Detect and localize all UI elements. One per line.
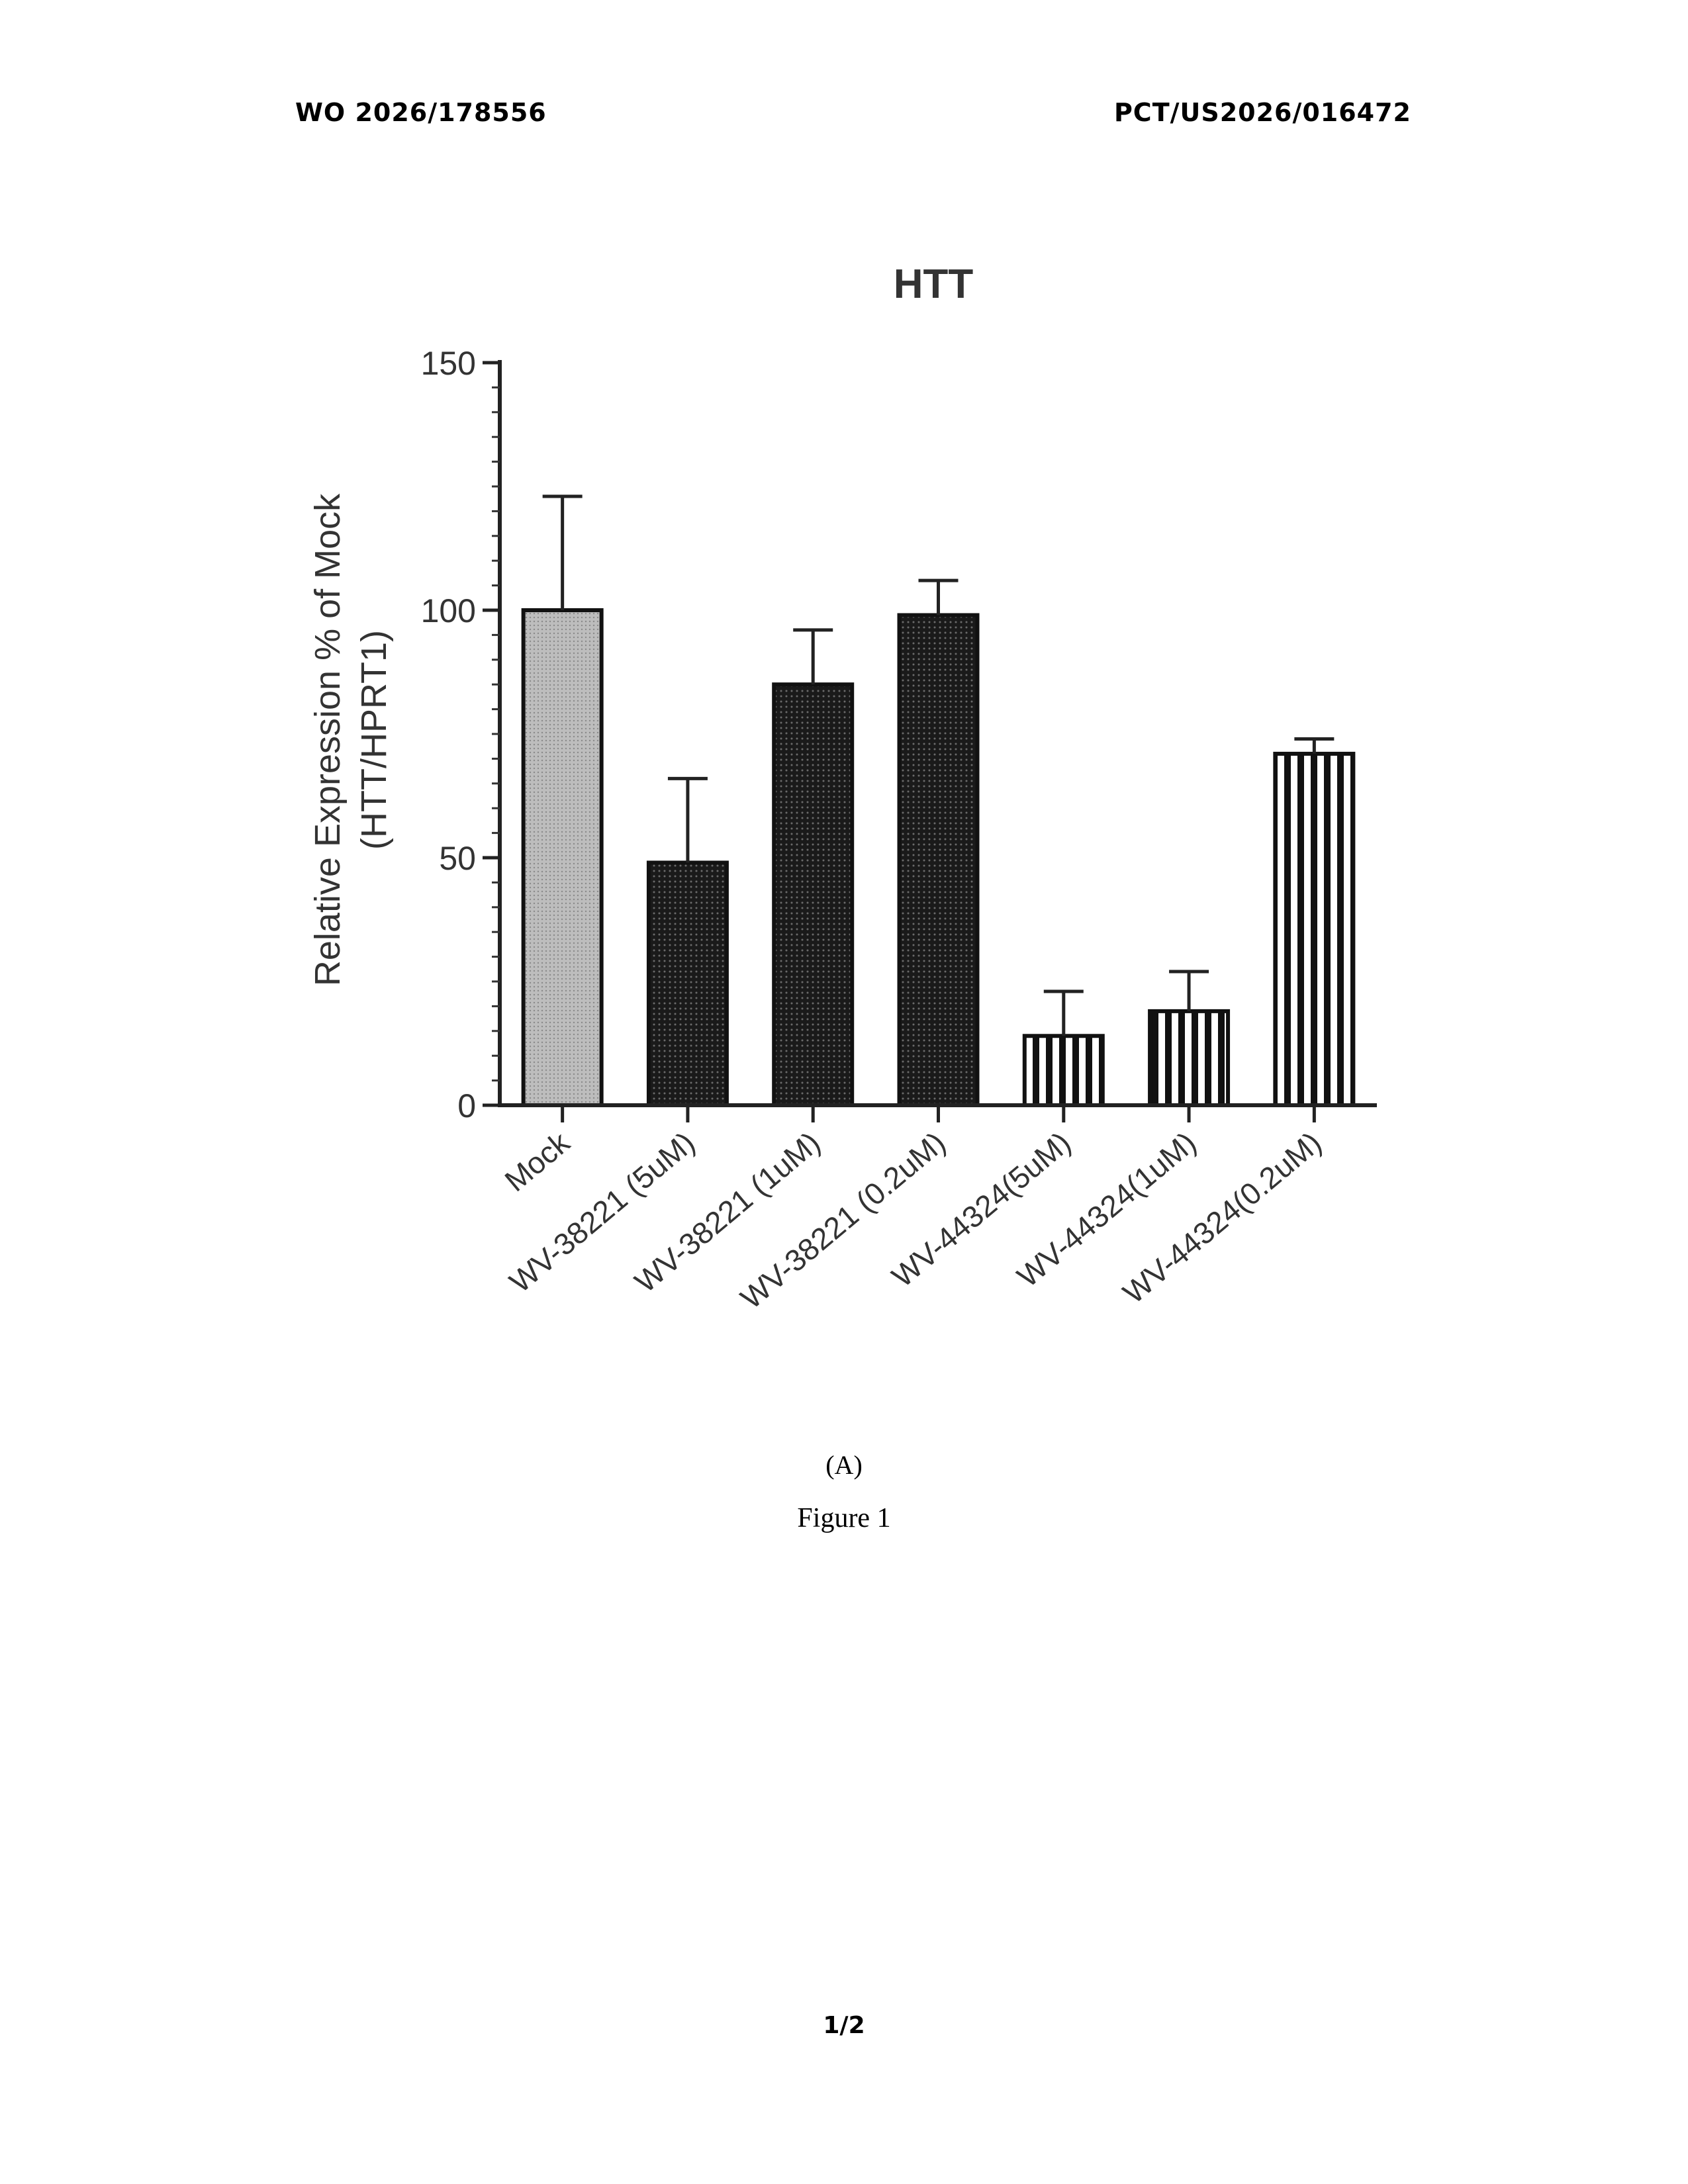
y-axis-title-line2: (HTT/HPRT1) bbox=[354, 630, 394, 850]
y-axis: 0 50 100 150 bbox=[421, 345, 500, 1124]
x-axis bbox=[498, 1105, 1377, 1122]
x-tick-label: Mock bbox=[498, 1124, 576, 1198]
bars bbox=[524, 610, 1354, 1105]
y-tick-label: 50 bbox=[439, 840, 476, 877]
x-tick-label: WV-38221 (0.2uM) bbox=[734, 1125, 952, 1316]
bar-chart: HTT Relative Expression % of Mock (HTT/H… bbox=[0, 0, 1688, 1423]
bar-5 bbox=[1025, 1036, 1103, 1105]
y-tick-label: 100 bbox=[421, 592, 476, 629]
y-tick-label: 150 bbox=[421, 345, 476, 382]
y-axis-title: Relative Expression % of Mock (HTT/HPRT1… bbox=[308, 493, 394, 986]
chart-title: HTT bbox=[894, 261, 974, 307]
bar-6 bbox=[1150, 1011, 1228, 1105]
bar-4 bbox=[900, 615, 978, 1105]
bar-2 bbox=[649, 862, 727, 1105]
bar-3 bbox=[774, 684, 852, 1105]
bar-1 bbox=[524, 610, 602, 1105]
page-number: 1/2 bbox=[0, 2012, 1688, 2039]
y-tick-label: 0 bbox=[457, 1087, 476, 1124]
figure-caption: Figure 1 bbox=[0, 1502, 1688, 1534]
panel-label: (A) bbox=[0, 1449, 1688, 1480]
x-tick-labels: MockWV-38221 (5uM)WV-38221 (1uM)WV-38221… bbox=[498, 1124, 1327, 1316]
y-axis-title-line1: Relative Expression % of Mock bbox=[308, 493, 348, 986]
bar-7 bbox=[1275, 754, 1353, 1105]
